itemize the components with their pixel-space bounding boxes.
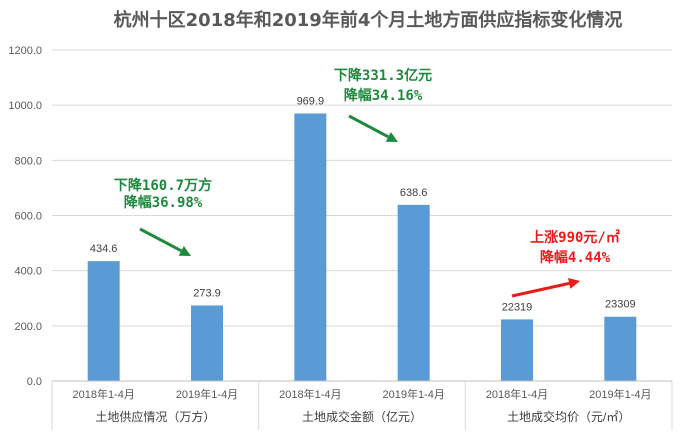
group-label: 土地成交金额（亿元） — [302, 409, 422, 424]
y-tick-label: 1200.0 — [8, 45, 42, 57]
y-tick-label: 400.0 — [14, 266, 42, 278]
bar — [87, 261, 120, 381]
annotation-arrowhead — [178, 245, 191, 256]
data-label: 969.9 — [297, 95, 325, 107]
group-label: 土地成交均价（元/㎡） — [507, 409, 630, 424]
annotation-arrowhead — [385, 131, 398, 142]
x-tick-label: 2018年1-4月 — [486, 387, 548, 401]
x-tick-label: 2018年1-4月 — [72, 387, 134, 401]
bar — [191, 305, 223, 381]
y-tick-label: 1000.0 — [8, 100, 42, 112]
data-label: 434.6 — [90, 243, 118, 255]
annotation-arrow — [511, 281, 570, 298]
group-label: 土地供应情况（万方） — [95, 409, 215, 424]
gridlines — [52, 49, 672, 327]
data-label: 22319 — [502, 301, 533, 313]
bar — [501, 319, 533, 381]
annotation-arrow — [348, 114, 389, 139]
y-tick-label: 200.0 — [14, 321, 42, 333]
x-tick-label: 2018年1-4月 — [279, 387, 341, 401]
x-tick-label: 2019年1-4月 — [382, 387, 444, 401]
bar — [604, 316, 637, 381]
y-tick-label: 0.0 — [27, 376, 42, 388]
x-tick-label: 2019年1-4月 — [589, 387, 651, 401]
annotation-text: 上涨990元/㎡ — [530, 229, 620, 246]
annotation-arrowhead — [568, 277, 580, 289]
bars: 434.6 273.9 969.9 638.6 22319 23309 — [87, 95, 637, 382]
annotation-text: 降幅34.16% — [344, 87, 423, 104]
y-tick-label: 800.0 — [14, 155, 42, 167]
data-label: 638.6 — [400, 187, 428, 199]
bar — [397, 204, 430, 381]
data-label: 273.9 — [193, 287, 221, 299]
y-tick-label: 600.0 — [14, 211, 42, 223]
annotation-text: 降幅4.44% — [540, 249, 611, 266]
bar — [294, 113, 327, 382]
annotation-arrow — [139, 227, 182, 253]
x-tick-label: 2019年1-4月 — [176, 387, 238, 401]
data-label: 23309 — [605, 299, 636, 311]
chart-title: 杭州十区2018年和2019年前4个月土地方面供应指标变化情况 — [114, 9, 623, 31]
annotation-text: 降幅36.98% — [124, 194, 203, 211]
annotation-text: 下降331.3亿元 — [334, 67, 432, 84]
annotation-text: 下降160.7万方 — [114, 177, 212, 194]
y-axis: 0.0 200.0 400.0 600.0 800.0 1000.0 1200.0 — [8, 45, 42, 388]
